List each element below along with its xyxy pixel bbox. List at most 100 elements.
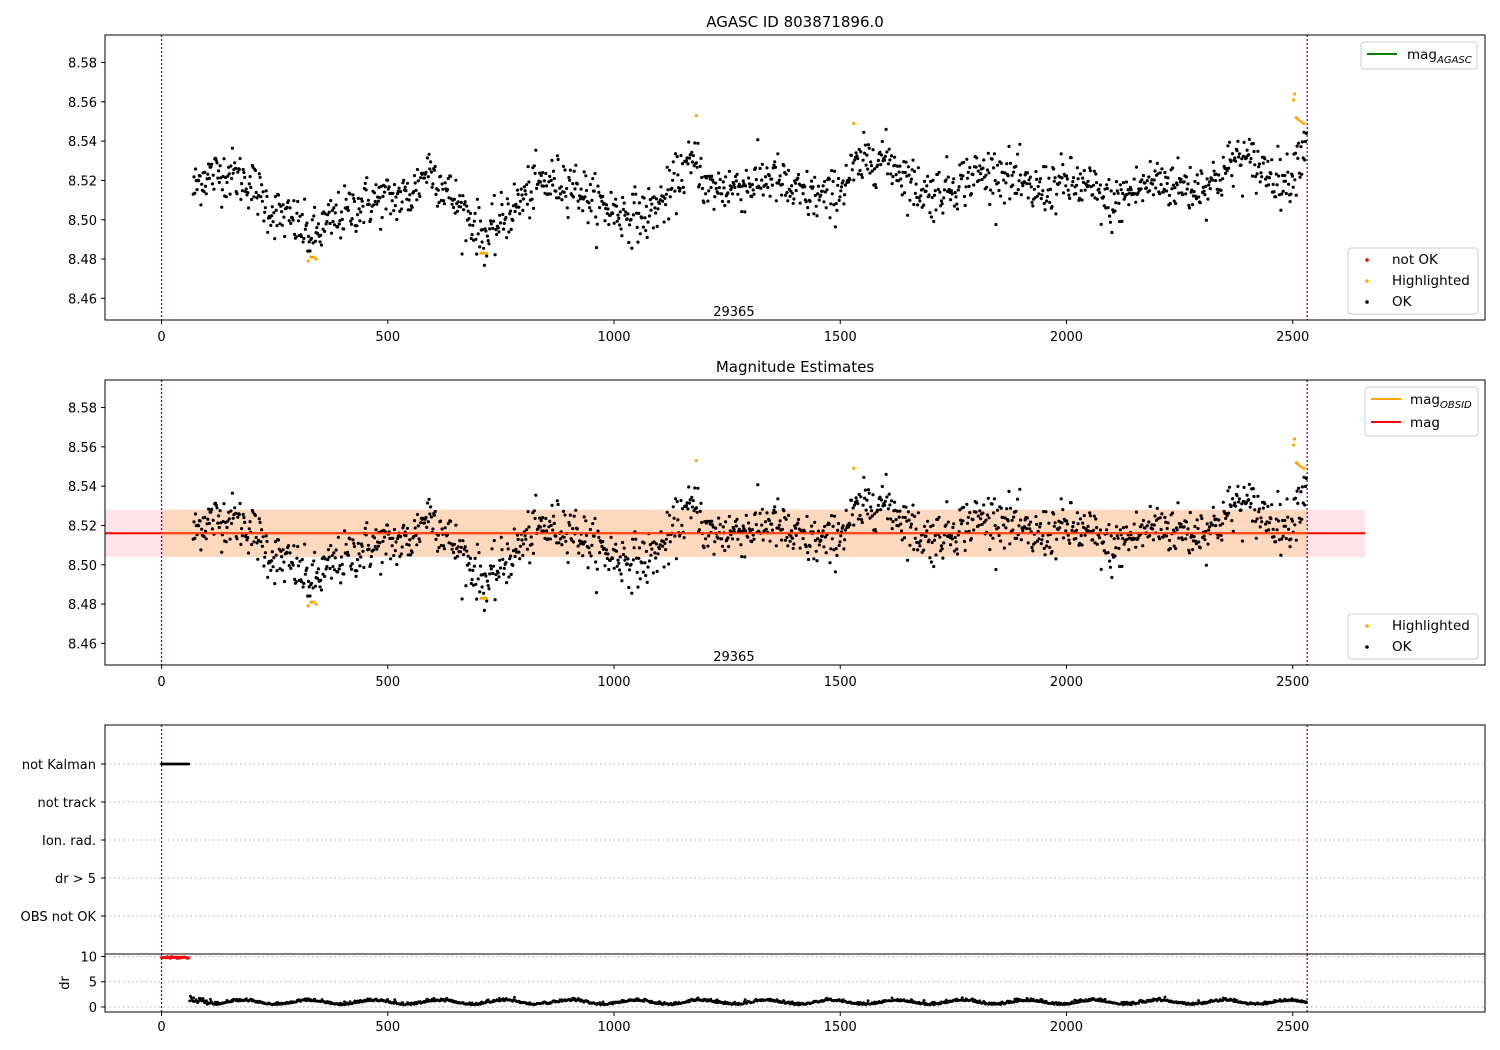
legend-marker-not-ok (1365, 258, 1369, 262)
ok-point (1061, 536, 1066, 540)
ok-point (1066, 533, 1070, 537)
highlighted-point (852, 466, 856, 470)
ok-point (830, 537, 834, 541)
ok-point (991, 536, 995, 540)
ok-point (1066, 188, 1070, 192)
ok-point (1245, 493, 1249, 497)
ok-point (532, 164, 536, 168)
ok-point (565, 206, 569, 210)
ok-point (351, 538, 355, 542)
ok-point (273, 237, 277, 241)
ok-point (1121, 526, 1126, 530)
y-tick-label: 8.54 (68, 480, 97, 495)
ok-point (545, 184, 549, 188)
ok-point (1296, 501, 1300, 505)
ok-point (504, 561, 508, 565)
ok-point (231, 516, 235, 520)
ok-point (767, 174, 771, 178)
ok-point (823, 535, 828, 539)
ok-point (410, 205, 414, 209)
ok-point (562, 190, 566, 194)
ok-point (291, 563, 295, 567)
ok-point (246, 191, 250, 195)
ok-point (428, 167, 432, 171)
highlighted-point (1296, 117, 1300, 122)
ok-point (1277, 174, 1281, 178)
ok-point (445, 187, 450, 192)
ok-point (1195, 518, 1199, 522)
ok-point (1108, 565, 1112, 569)
ok-point (546, 192, 550, 196)
ok-point (310, 563, 314, 567)
ok-point (842, 202, 846, 206)
ok-point (1254, 519, 1258, 524)
ok-point (287, 219, 291, 223)
ok-point (1191, 548, 1195, 552)
ok-point (272, 556, 276, 560)
ok-point (292, 544, 296, 548)
ok-point (901, 515, 905, 519)
ok-point (1227, 166, 1231, 170)
ok-point (192, 520, 196, 524)
ok-point (1124, 525, 1129, 529)
ok-point (273, 540, 277, 544)
ok-point (286, 544, 291, 548)
ok-point (843, 528, 848, 532)
ok-point (951, 525, 955, 530)
ok-point (914, 527, 918, 531)
ok-point (298, 559, 302, 563)
ok-point (1295, 144, 1299, 148)
ok-point (265, 194, 269, 198)
ok-point (829, 202, 833, 206)
ok-point (764, 527, 768, 531)
ok-point (974, 510, 978, 514)
ok-point (1206, 542, 1210, 546)
ok-point (696, 141, 700, 145)
ok-point (1204, 218, 1208, 222)
ok-point (203, 515, 207, 520)
ok-point (899, 177, 903, 181)
ok-point (562, 535, 566, 539)
ok-point (521, 542, 526, 546)
x-tick-label: 0 (157, 330, 165, 345)
ok-point (1116, 536, 1120, 540)
ok-point (985, 185, 989, 189)
ok-point (760, 523, 764, 527)
ok-point (544, 516, 548, 521)
ok-point (747, 527, 752, 531)
ok-point (512, 527, 516, 531)
ok-point (311, 586, 315, 590)
ok-point (206, 517, 210, 521)
ok-point (836, 183, 840, 187)
ok-point (912, 202, 916, 207)
ok-point (705, 174, 709, 178)
ok-point (1014, 164, 1018, 168)
ok-point (461, 539, 465, 543)
ok-point (1163, 515, 1167, 520)
ok-point (706, 544, 710, 548)
ok-point (220, 205, 224, 209)
ok-point (527, 180, 531, 184)
ok-point (1081, 176, 1085, 180)
ok-point (836, 521, 841, 526)
ok-point (521, 553, 525, 558)
ok-point (1069, 501, 1073, 505)
ok-point (741, 524, 745, 528)
ok-point (292, 199, 296, 203)
ok-point (1061, 163, 1065, 167)
ok-point (1214, 179, 1218, 183)
ok-point (586, 221, 590, 225)
ok-point (557, 541, 561, 545)
ok-point (299, 235, 304, 239)
ok-point (958, 508, 962, 512)
dr-x-tick-label: 1000 (597, 1020, 630, 1035)
ok-point (1286, 515, 1290, 519)
ok-point (1003, 171, 1007, 175)
ok-point (926, 519, 930, 523)
ok-point (641, 570, 646, 574)
ok-point (224, 540, 228, 544)
ok-point (350, 217, 354, 221)
highlighted-point (306, 259, 310, 263)
ok-point (551, 183, 555, 187)
